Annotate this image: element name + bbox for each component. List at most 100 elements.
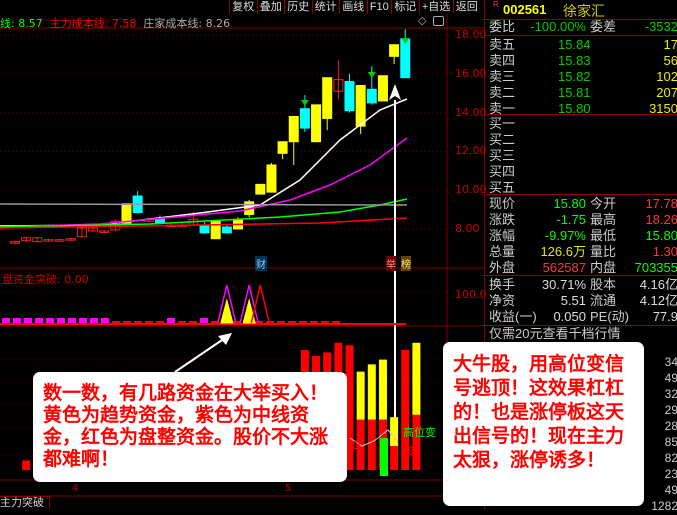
tick-row: 23 bbox=[485, 466, 677, 483]
quote-field: 4.12亿 bbox=[639, 293, 677, 308]
toolbar-button[interactable]: 返回 bbox=[452, 0, 481, 14]
quote-row: 现价 15.80 今开 17.78 bbox=[485, 195, 677, 212]
candle bbox=[322, 77, 333, 119]
panel-toggle-icon[interactable] bbox=[433, 16, 444, 26]
marker-cai[interactable]: 财 bbox=[255, 256, 267, 271]
indicator-bar bbox=[178, 321, 186, 324]
signal-bian: 变 bbox=[405, 445, 416, 458]
indicator-bar bbox=[145, 321, 153, 324]
ma-line-red bbox=[0, 217, 408, 229]
quote-field: 28 bbox=[664, 419, 677, 433]
volume-bar-top bbox=[412, 342, 421, 415]
down-arrow-icon bbox=[367, 72, 376, 78]
indicator-label: 盘资金突破: 0.00 bbox=[2, 273, 89, 286]
quote-field: 102 bbox=[656, 69, 677, 84]
quote-field: 卖五 bbox=[489, 37, 516, 52]
indicator-bar bbox=[310, 321, 318, 324]
toolbar-button[interactable]: 标记 bbox=[391, 0, 419, 14]
legend-main-cost: 主力成本线: 7.58 bbox=[49, 17, 137, 30]
quote-row: 总量 126.6万 量比 1.30 bbox=[485, 243, 677, 260]
volume-bar bbox=[22, 460, 31, 470]
indicator-bar bbox=[277, 321, 285, 324]
toolbar-button[interactable]: 叠加 bbox=[256, 0, 285, 14]
toolbar-button[interactable]: 统计 bbox=[311, 0, 340, 14]
annotation-right: 大牛股，用高位变信号逃顶！这效果杠杠的！也是涨停板这天出信号的！现在主力太狠，涨… bbox=[443, 342, 644, 506]
toolbar-button[interactable]: 复权 bbox=[229, 0, 257, 14]
sell-level: 卖二 15.81 207 bbox=[485, 84, 677, 101]
quote-field: 外盘 bbox=[489, 260, 516, 275]
quote-field: 29 bbox=[664, 403, 677, 417]
candle bbox=[277, 141, 288, 154]
quote-field: 现价 bbox=[489, 196, 516, 211]
buy-level: 买二 bbox=[485, 131, 677, 148]
indicator-bar bbox=[288, 321, 296, 324]
quote-field: 32 bbox=[664, 387, 677, 401]
indicator-bar bbox=[68, 318, 76, 323]
volume-bar-top bbox=[378, 359, 387, 420]
price-axis-label: 8.00 bbox=[455, 222, 480, 235]
candle bbox=[255, 183, 266, 195]
indicator-peak bbox=[217, 284, 237, 324]
tick-row: 32 bbox=[485, 386, 677, 403]
toolbar-button[interactable]: 画线 bbox=[339, 0, 367, 14]
candle bbox=[43, 239, 54, 242]
price-axis-label: 12.00 bbox=[455, 144, 487, 158]
quote-field: 126.6万 bbox=[540, 244, 586, 259]
indicator-bar bbox=[332, 321, 340, 324]
marker-ju[interactable]: 举 bbox=[386, 256, 396, 271]
quote-field: 56 bbox=[663, 53, 677, 68]
buy-level: 买一 bbox=[485, 115, 677, 132]
candle bbox=[32, 237, 43, 243]
quote-field: 82 bbox=[664, 451, 677, 465]
price-axis-label: 16.00 bbox=[455, 66, 487, 80]
quote-field: 17.78 bbox=[645, 196, 677, 211]
candle bbox=[377, 75, 388, 102]
indicator-bar bbox=[321, 321, 329, 324]
indicator-bar bbox=[156, 321, 164, 324]
candle bbox=[288, 115, 299, 143]
indicator-bar bbox=[233, 321, 241, 324]
tick-row: 49 bbox=[485, 370, 677, 387]
diamond-icon[interactable]: ◇ bbox=[418, 14, 427, 27]
candle bbox=[54, 239, 65, 242]
toolbar: 复权 叠加 历史 统计 画线 F10 标记 +自选 返回 bbox=[229, 0, 480, 14]
quote-field: 15.84 bbox=[558, 37, 591, 52]
volume-bar-top bbox=[390, 417, 399, 446]
indicator-bar bbox=[90, 318, 98, 323]
promo-link[interactable]: 仅需20元查看千档行情 bbox=[485, 325, 677, 342]
toolbar-button[interactable]: 历史 bbox=[284, 0, 312, 14]
signal-bar bbox=[380, 438, 388, 476]
toolbar-button[interactable]: F10 bbox=[366, 0, 391, 14]
signal-line bbox=[349, 429, 399, 447]
candle bbox=[199, 224, 210, 234]
indicator-bar bbox=[134, 321, 142, 324]
candle bbox=[76, 227, 87, 238]
tick-row: 34 bbox=[485, 354, 677, 371]
buy-level: 买五 bbox=[485, 179, 677, 196]
quote-field: 49 bbox=[664, 371, 677, 385]
quote-field: 买五 bbox=[489, 180, 516, 195]
candle bbox=[366, 88, 377, 104]
quote-field: 净资 bbox=[489, 293, 516, 308]
marker-bang[interactable]: 榜 bbox=[401, 256, 411, 271]
toolbar-button[interactable]: +自选 bbox=[418, 0, 453, 14]
candle bbox=[344, 81, 355, 112]
quote-field: 18.26 bbox=[645, 212, 677, 227]
tab-main-breakthrough[interactable]: 主力突破 bbox=[0, 496, 50, 509]
quote-field: 最低 bbox=[590, 228, 617, 243]
indicator-axis-label: 100.0 bbox=[455, 288, 487, 301]
candle bbox=[99, 230, 110, 233]
quote-field: 4.16亿 bbox=[639, 277, 677, 292]
quote-field: -100.00% bbox=[530, 19, 586, 34]
quote-row: 涨幅 -9.97% 最低 15.80 bbox=[485, 227, 677, 244]
quote-field: 1.30 bbox=[652, 244, 677, 259]
quote-field: 委比 bbox=[489, 19, 516, 34]
quote-field: 量比 bbox=[590, 244, 617, 259]
indicator-bar bbox=[299, 321, 307, 324]
indicator-bar bbox=[123, 321, 131, 324]
candle bbox=[21, 237, 32, 242]
sell-level: 卖三 15.82 102 bbox=[485, 68, 677, 85]
quote-field: 15.80 bbox=[645, 228, 677, 243]
volume-bar bbox=[390, 446, 399, 470]
finance-row: 换手 30.71% 股本 4.16亿 bbox=[485, 276, 677, 293]
